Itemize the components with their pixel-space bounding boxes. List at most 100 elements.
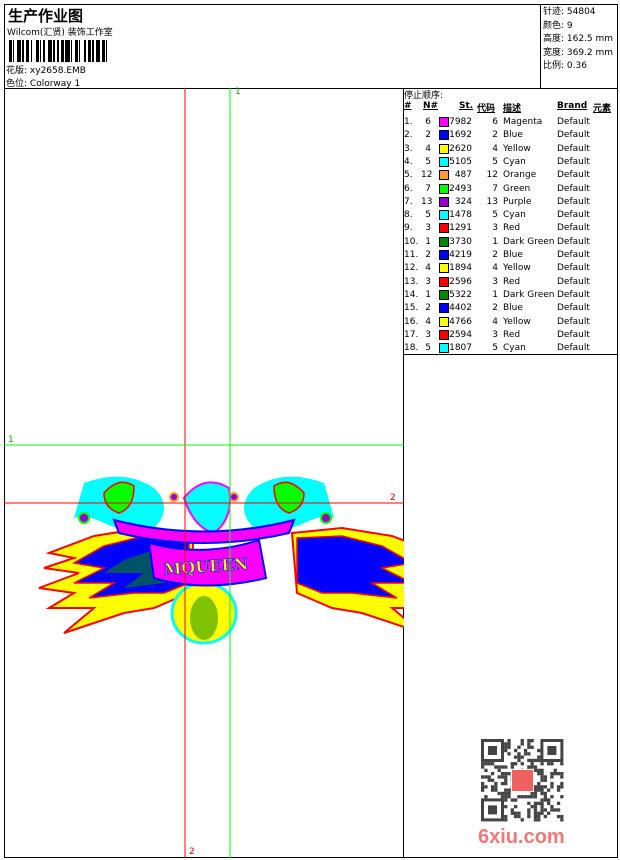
row-index: 7. — [404, 196, 413, 207]
row-stitches: 5322 — [449, 289, 472, 300]
table-title: 停止顺序: — [404, 91, 444, 101]
row-index: 8. — [404, 210, 413, 221]
row-needle: 3 — [425, 329, 431, 340]
guide-label-red-bottom: 2 — [189, 847, 195, 857]
row-index: 9. — [404, 223, 413, 234]
row-brand: Default — [557, 223, 590, 234]
row-index: 12. — [404, 263, 419, 274]
row-stitches: 1291 — [449, 223, 472, 234]
row-description: Green — [503, 183, 531, 194]
row-needle: 5 — [425, 343, 431, 354]
guide-label-red-right: 2 — [390, 493, 396, 503]
row-stitches: 3730 — [449, 236, 472, 247]
stitch-count: 针迹: 54804 — [543, 7, 596, 17]
design-preview: MQUEEN 1 1 2 2 — [4, 87, 404, 858]
design-scale: 比例: 0.36 — [543, 61, 587, 71]
row-index: 1. — [404, 117, 413, 127]
color-swatch — [439, 303, 449, 314]
row-code: 4 — [492, 316, 498, 327]
row-description: Orange — [503, 170, 537, 181]
row-description: Cyan — [503, 210, 526, 221]
colorway-label: 色位: — [6, 79, 28, 89]
row-code: 4 — [492, 143, 498, 154]
stop-sequence-table: 停止顺序: # N# St. 代码 描述 Brand 元素 1. 6 7982 … — [403, 88, 618, 355]
color-swatch — [439, 130, 449, 141]
row-code: 2 — [492, 303, 498, 314]
row-needle: 12 — [421, 170, 433, 181]
table-row: 5. 12 487 12 Orange Default — [403, 169, 618, 182]
watermark-site: 6xiu.com — [478, 826, 565, 848]
table-row: 13. 3 2596 3 Red Default — [403, 276, 618, 289]
row-needle: 4 — [425, 263, 431, 274]
table-row: 17. 3 2594 3 Red Default — [403, 329, 618, 342]
row-code: 3 — [492, 329, 498, 340]
color-swatch — [439, 289, 449, 300]
watermark-logo: 6xiu.com — [478, 826, 565, 849]
table-row: 14. 1 5322 1 Dark Green Default — [403, 289, 618, 302]
row-description: Dark Green — [503, 289, 555, 300]
table-row: 4. 5 5105 5 Cyan Default — [403, 156, 618, 169]
col-needle: N# — [423, 101, 439, 111]
row-brand: Default — [557, 303, 590, 314]
table-row: 1. 6 7982 6 Magenta Default — [403, 116, 618, 129]
row-needle: 1 — [425, 289, 431, 300]
guide-label-green-top: 1 — [235, 87, 241, 97]
table-row: 9. 3 1291 3 Red Default — [403, 222, 618, 235]
row-brand: Default — [557, 170, 590, 181]
barcode — [9, 40, 134, 62]
row-stitches: 2594 — [449, 329, 472, 340]
studio-name: Wilcom(汇贤) 装饰工作室 — [7, 28, 113, 38]
row-code: 5 — [492, 210, 498, 221]
row-index: 13. — [404, 276, 419, 287]
row-description: Yellow — [503, 143, 531, 154]
row-code: 3 — [492, 223, 498, 234]
row-code: 12 — [486, 170, 498, 181]
row-description: Cyan — [503, 156, 526, 167]
row-code: 2 — [492, 250, 498, 260]
color-swatch — [439, 276, 449, 287]
row-brand: Default — [557, 117, 590, 127]
row-index: 11. — [404, 250, 419, 260]
row-description: Yellow — [503, 316, 531, 327]
row-index: 16. — [404, 316, 419, 327]
row-stitches: 2620 — [449, 143, 472, 154]
row-description: Yellow — [503, 263, 531, 274]
row-needle: 4 — [425, 143, 431, 154]
row-needle: 2 — [425, 303, 431, 314]
table-row: 2. 2 1692 2 Blue Default — [403, 129, 618, 142]
row-stitches: 487 — [454, 170, 472, 181]
design-width: 宽度: 369.2 mm — [543, 47, 614, 58]
row-needle: 4 — [425, 316, 431, 327]
row-needle: 5 — [425, 210, 431, 221]
color-swatch — [439, 196, 449, 207]
color-swatch — [439, 223, 449, 234]
design-stats: 针迹: 54804 颜色: 9 高度: 162.5 mm 宽度: 369.2 m… — [540, 4, 618, 89]
row-description: Red — [503, 276, 521, 287]
row-description: Cyan — [503, 343, 526, 354]
table-row: 12. 4 1894 4 Yellow Default — [403, 262, 618, 275]
row-stitches: 4766 — [449, 316, 472, 327]
row-stitches: 1478 — [449, 210, 472, 221]
row-brand: Default — [557, 329, 590, 340]
colorway: 色位: Colorway 1 — [6, 76, 80, 89]
row-needle: 13 — [421, 196, 433, 207]
design-height: 高度: 162.5 mm — [543, 34, 614, 44]
guide-label-green-left: 1 — [8, 435, 14, 445]
color-swatch — [439, 170, 449, 181]
row-index: 14. — [404, 289, 419, 300]
row-code: 1 — [492, 236, 498, 247]
header: 生产作业图 Wilcom(汇贤) 装饰工作室 花版: xy2658.EMB 色位… — [4, 4, 541, 89]
col-stitches: St. — [459, 101, 474, 111]
row-brand: Default — [557, 196, 590, 207]
table-row: 11. 2 4219 2 Blue Default — [403, 249, 618, 262]
row-brand: Default — [557, 130, 590, 141]
row-index: 3. — [404, 143, 413, 154]
row-needle: 3 — [425, 276, 431, 287]
row-code: 6 — [492, 117, 498, 127]
row-description: Red — [503, 223, 521, 234]
row-brand: Default — [557, 276, 590, 287]
col-code: 代码 — [477, 104, 496, 114]
col-brand: Brand — [557, 101, 588, 111]
color-swatch — [439, 316, 449, 327]
page-title: 生产作业图 — [8, 7, 84, 25]
